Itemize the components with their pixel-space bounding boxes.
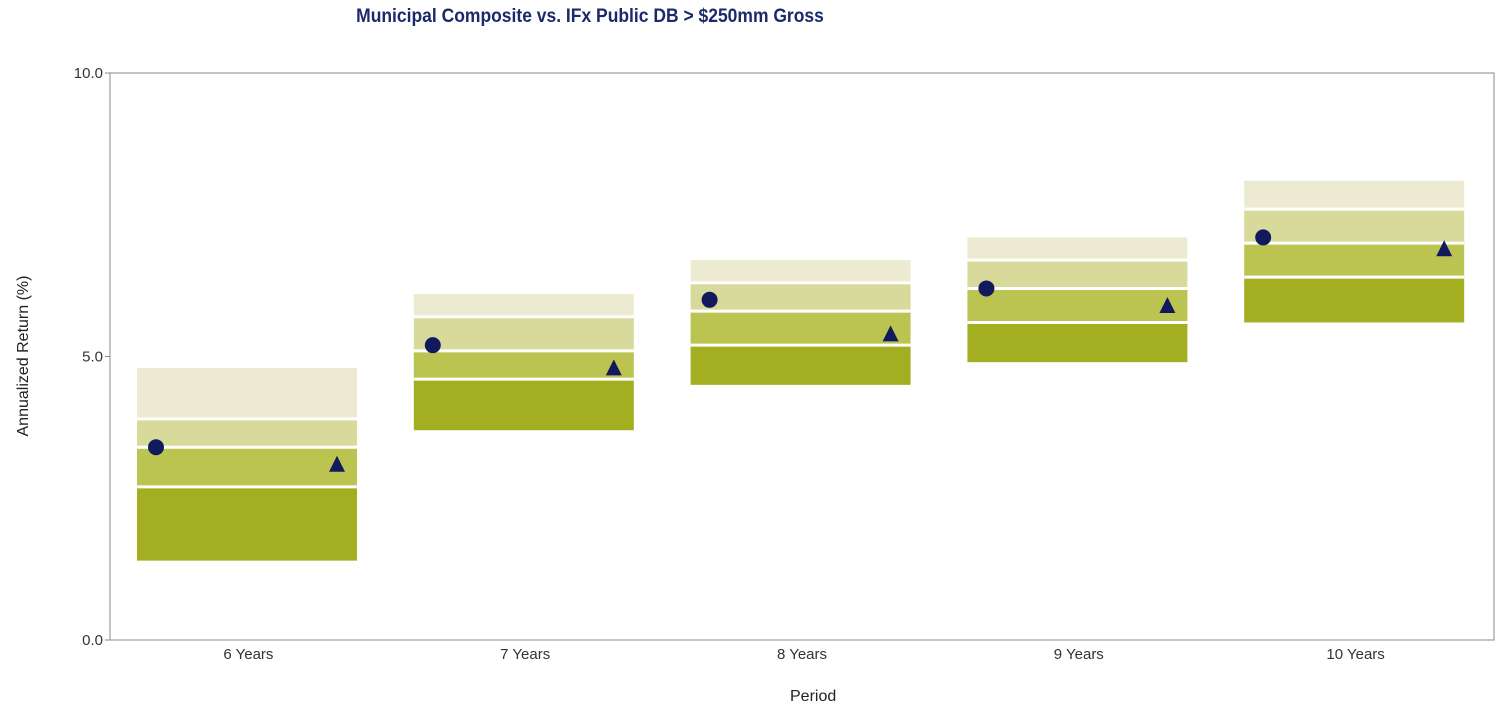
band-segment [690,282,911,312]
band-segment [413,379,634,431]
y-tick-label: 0.0 [82,632,103,649]
y-tick-label: 10.0 [74,65,103,82]
x-tick-label: 10 Years [1326,646,1384,663]
band-segment [1244,209,1465,244]
band-segment [137,447,357,487]
x-tick-label: 7 Years [500,646,550,663]
series-point-circle [978,280,995,297]
band-segment [967,260,1188,289]
series-point-circle [701,291,718,308]
band-segment [137,486,357,561]
x-tick-label: 9 Years [1054,646,1104,663]
band-segment [690,345,911,385]
series-point-triangle [1159,296,1176,313]
band-segment [413,316,634,351]
band-segment [137,367,357,419]
series-point-triangle [329,455,345,472]
chart-title: Municipal Composite vs. IFx Public DB > … [356,6,824,27]
series-point-circle [424,337,441,354]
x-tick-label: 8 Years [777,646,827,663]
band-segment [967,322,1188,363]
series-point-circle [1255,229,1272,246]
band-segment [1244,180,1465,210]
band-segment [967,288,1188,323]
series-point-circle [148,439,164,456]
band-segment [967,237,1188,261]
band-segment [413,294,634,317]
series-point-triangle [605,359,622,376]
band-segment [690,260,911,283]
band-segment [137,418,357,448]
band-segment [1244,277,1465,323]
y-tick-label: 5.0 [82,349,103,366]
band-segment [413,350,634,380]
series-point-triangle [1436,240,1453,257]
band-segment [1244,243,1465,278]
series-point-triangle [882,325,899,342]
x-tick-label: 6 Years [223,646,273,663]
band-segment [690,311,911,346]
